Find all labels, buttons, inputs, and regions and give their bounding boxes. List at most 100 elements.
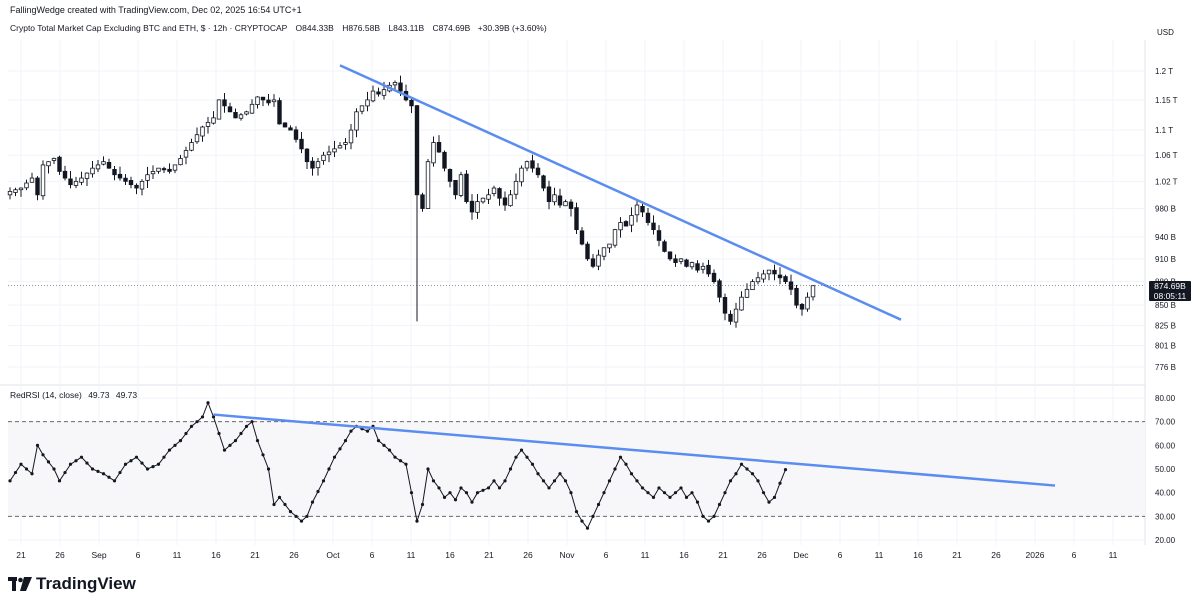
candle-body — [293, 129, 299, 140]
candle-body — [596, 254, 601, 267]
candle-body — [24, 182, 29, 189]
rsi-point — [239, 431, 243, 436]
candle-body — [398, 82, 403, 92]
rsi-point — [343, 439, 348, 443]
candle-body — [332, 148, 337, 153]
rsi-point — [442, 495, 447, 499]
candle-body — [678, 258, 684, 262]
rsi-point — [321, 479, 326, 483]
bar-countdown: 08:05:11 — [1153, 290, 1187, 301]
candle-body — [90, 167, 95, 175]
x-tick-label: 26 — [523, 550, 533, 560]
candle-body — [535, 167, 541, 176]
rsi-point — [101, 472, 106, 476]
candle-body — [172, 164, 178, 171]
rsi-point — [376, 439, 381, 443]
candle-body — [260, 96, 266, 101]
candle-body — [35, 177, 40, 196]
candle-body — [524, 161, 530, 169]
candle-body — [233, 112, 238, 119]
x-tick-label: 16 — [913, 550, 923, 560]
rsi-point — [30, 472, 34, 476]
x-tick-label: 21 — [16, 550, 26, 560]
rsi-point — [541, 479, 546, 483]
rsi-point — [503, 479, 507, 483]
candle-body — [337, 145, 343, 149]
candle-body — [222, 99, 227, 107]
candle-body — [585, 243, 590, 260]
candle-body — [783, 276, 788, 283]
tradingview-logo-icon — [8, 577, 32, 591]
candle-body — [700, 265, 706, 270]
rsi-point — [189, 424, 194, 428]
last-price-value: 874.69B — [1154, 280, 1186, 291]
rsi-point — [327, 467, 331, 471]
rsi-point — [596, 502, 601, 507]
rsi-point — [563, 479, 568, 483]
x-tick-label: 26 — [757, 550, 767, 560]
price-trendline — [339, 64, 902, 321]
x-tick-label: 21 — [952, 550, 962, 560]
rsi-point — [167, 448, 172, 452]
candle-body — [227, 106, 233, 113]
candle-body — [128, 180, 134, 186]
candle-body — [123, 177, 128, 182]
x-tick-label: 6 — [838, 550, 843, 560]
candle-body — [359, 105, 365, 112]
rsi-point — [431, 479, 436, 483]
candle-body — [392, 82, 398, 86]
candle-body — [315, 161, 321, 169]
rsi-point — [552, 479, 557, 483]
price-tick-label: 1.2 T — [1155, 67, 1173, 76]
candle-body — [453, 180, 458, 196]
rsi-point — [717, 502, 722, 507]
rsi-point — [365, 429, 370, 433]
rsi-point — [508, 467, 513, 471]
rsi-point — [206, 401, 210, 405]
rsi-point — [464, 491, 469, 495]
candle-body — [772, 269, 777, 275]
candle-body — [431, 142, 436, 164]
x-tick-label: 11 — [407, 550, 416, 560]
candle-body — [447, 169, 453, 182]
candle-body — [134, 184, 139, 189]
rsi-point — [437, 486, 441, 490]
rsi-point — [145, 467, 150, 471]
rsi-point — [712, 514, 716, 518]
rsi-point — [8, 479, 12, 483]
rsi-point — [195, 420, 199, 424]
candle-body — [684, 259, 689, 267]
rsi-point — [211, 415, 216, 419]
rsi-point — [162, 455, 166, 459]
rsi-tick-label: 80.00 — [1155, 394, 1176, 403]
candle-body — [810, 285, 816, 298]
price-tick-label: 825 B — [1155, 321, 1176, 330]
x-tick-label: Oct — [326, 550, 340, 560]
rsi-point — [772, 495, 777, 499]
rsi-point — [470, 500, 474, 504]
rsi-point — [662, 491, 667, 495]
price-tick-label: 1.1 T — [1155, 126, 1173, 135]
candle-body — [194, 134, 200, 143]
rsi-point — [277, 495, 282, 499]
rsi-point — [514, 455, 518, 459]
rsi-point — [481, 488, 485, 492]
rsi-point — [79, 455, 84, 459]
rsi-point — [585, 526, 590, 530]
candle-body — [607, 243, 612, 249]
candle-body — [266, 99, 271, 104]
rsi-point — [448, 491, 452, 495]
candle-body — [321, 154, 326, 162]
candle-body — [667, 251, 673, 260]
rsi-point — [13, 470, 18, 475]
rsi-point — [46, 460, 51, 464]
x-tick-label: 21 — [718, 550, 728, 560]
rsi-point — [530, 462, 535, 466]
rsi-name: RedRSI (14, close) — [10, 390, 82, 400]
candle-body — [513, 180, 519, 195]
rsi-point — [767, 500, 771, 504]
candle-body — [436, 141, 442, 153]
candle-body — [216, 99, 222, 120]
x-tick-label: 6 — [1072, 550, 1077, 560]
